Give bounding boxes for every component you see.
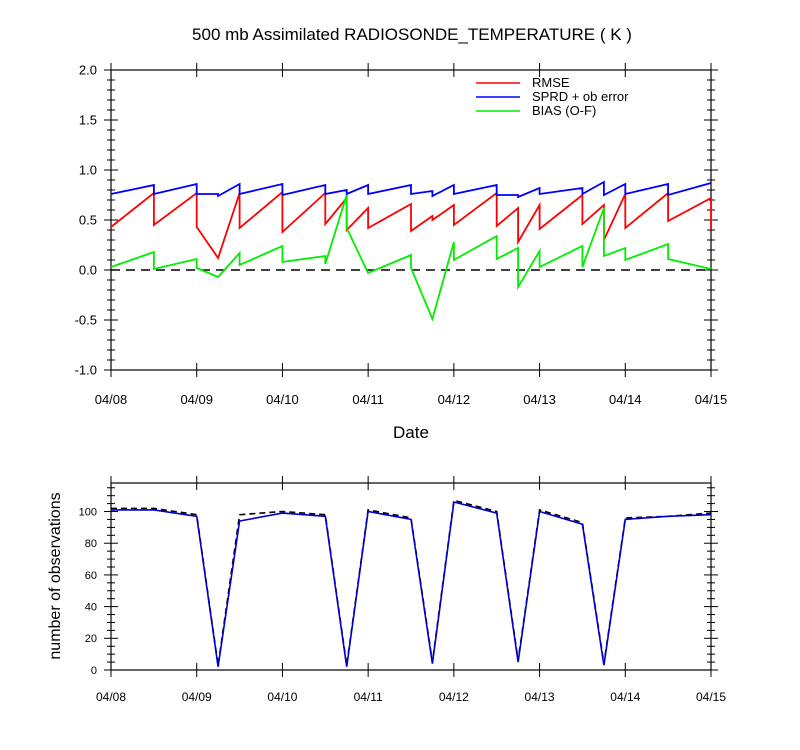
x-tick-label: 04/12 (438, 392, 471, 407)
y-tick-label: 0.0 (79, 263, 97, 278)
bottom-plot-frame (110, 482, 712, 671)
x-tick-label: 04/15 (696, 690, 726, 704)
top-x-axis-label: Date (393, 423, 429, 442)
series-line-rmse (110, 190, 712, 260)
bottom-panel: 04/08 04/09 04/10 04/11 04/12 04/13 04/14 04/15… (79, 476, 726, 704)
y-tick-label: 0.5 (79, 213, 97, 228)
series-line-bias-o-f (110, 194, 712, 322)
y-tick-label: 1.5 (79, 113, 97, 128)
legend: RMSE SPRD + ob error BIAS (O-F) (476, 75, 629, 118)
x-tick-label: 04/08 (95, 392, 128, 407)
x-tick-label: 04/10 (266, 392, 299, 407)
series-line-sprd-ob-error (110, 180, 712, 199)
x-tick-label: 04/11 (354, 690, 383, 704)
y-tick-label: 40 (85, 601, 97, 613)
legend-label-bias: BIAS (O-F) (532, 103, 596, 118)
x-tick-label: 04/12 (439, 690, 469, 704)
x-tick-label: 04/09 (182, 690, 212, 704)
y-tick-label: 1.0 (79, 163, 97, 178)
legend-label-rmse: RMSE (532, 75, 570, 90)
x-tick-label: 04/15 (695, 392, 728, 407)
x-tick-label: 04/13 (525, 690, 555, 704)
x-tick-label: 04/14 (610, 690, 640, 704)
x-tick-label: 04/13 (523, 392, 556, 407)
y-tick-label: -0.5 (75, 313, 97, 328)
y-tick-label: 60 (85, 570, 97, 582)
y-tick-label: 2.0 (79, 63, 97, 78)
y-tick-label: -1.0 (75, 363, 97, 378)
bottom-y-axis-label: number of observations (47, 492, 64, 659)
series-line-assimilated (111, 500, 712, 667)
x-tick-label: 04/11 (352, 392, 384, 407)
x-tick-label: 04/14 (609, 392, 642, 407)
y-tick-label: 80 (85, 538, 97, 550)
y-tick-label: 20 (85, 633, 97, 645)
y-tick-label: 100 (79, 506, 97, 518)
x-tick-label: 04/08 (96, 690, 126, 704)
x-tick-label: 04/10 (267, 690, 297, 704)
chart-title: 500 mb Assimilated RADIOSONDE_TEMPERATUR… (192, 25, 632, 44)
x-tick-label: 04/09 (180, 392, 213, 407)
top-panel: 04/08 04/09 04/10 04/11 04/12 04/13 04/14 04/15… (75, 63, 728, 407)
series-line-possible (111, 499, 712, 666)
legend-label-sprd: SPRD + ob error (532, 89, 629, 104)
y-tick-label: 0 (91, 665, 97, 677)
